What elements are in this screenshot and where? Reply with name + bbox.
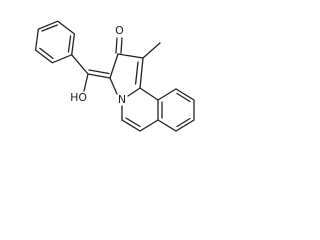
- phenyl-double-bond: [39, 47, 54, 60]
- bond: [87, 73, 111, 79]
- bond: [109, 53, 119, 79]
- bond: [71, 54, 89, 75]
- bond: [109, 77, 118, 95]
- bond: [117, 53, 144, 59]
- double-bond: [176, 117, 191, 128]
- bond: [121, 119, 141, 132]
- double-bond: [134, 61, 139, 85]
- bond: [83, 73, 89, 92]
- atom-label: N: [118, 93, 126, 106]
- double-bond: [88, 69, 110, 75]
- phenyl-double-bond: [41, 24, 58, 32]
- atom-label: O: [115, 24, 124, 37]
- bond: [139, 87, 159, 101]
- phenyl-double-bond: [67, 35, 72, 53]
- double-bond: [125, 117, 141, 128]
- bond: [115, 37, 118, 54]
- double-bond: [176, 92, 191, 103]
- structure-diagram: O HO N: [34, 20, 195, 132]
- benzo-ring: [157, 88, 195, 132]
- atom-label: HO: [70, 91, 87, 104]
- bond: [139, 119, 159, 132]
- double-bond: [120, 37, 123, 54]
- page: {"labels": ["O", "HO", "N"]} O HO N (() …: [0, 0, 234, 143]
- bond: [139, 57, 144, 89]
- phenyl-ring: [34, 20, 76, 64]
- bond: [127, 87, 141, 97]
- bond: [142, 42, 161, 59]
